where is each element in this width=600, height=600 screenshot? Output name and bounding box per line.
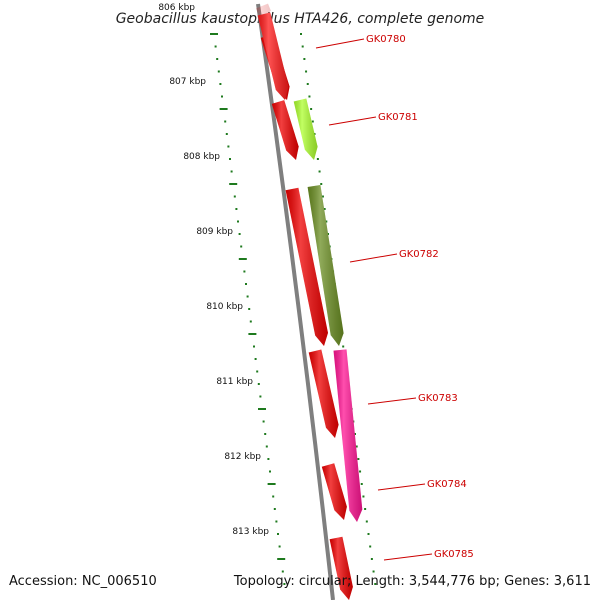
kbp-label: 808 kbp bbox=[183, 152, 220, 162]
leader-line bbox=[383, 553, 433, 561]
kbp-label: 813 kbp bbox=[232, 527, 269, 537]
leader-line bbox=[349, 253, 398, 263]
cds-arrow[interactable] bbox=[329, 536, 353, 600]
kbp-label: 807 kbp bbox=[169, 77, 206, 87]
gene-arrow-gk0783[interactable] bbox=[333, 349, 363, 522]
leader-line bbox=[328, 116, 377, 126]
leader-line bbox=[377, 483, 426, 491]
kbp-label: 806 kbp bbox=[158, 3, 195, 13]
gene-label-gk0780[interactable]: GK0780 bbox=[366, 34, 406, 45]
gene-label-gk0784[interactable]: GK0784 bbox=[427, 479, 467, 490]
kbp-scale: 806 kbp 807 kbp 808 kbp 809 kbp 810 kbp 811 k… bbox=[158, 3, 269, 537]
gene-arrow-gk0780[interactable] bbox=[257, 12, 289, 101]
kbp-label: 811 kbp bbox=[216, 377, 253, 387]
tick-track-left bbox=[210, 33, 286, 585]
kbp-label: 809 kbp bbox=[196, 227, 233, 237]
cds-arrow[interactable] bbox=[285, 187, 328, 346]
genome-summary-text: Topology: circular; Length: 3,544,776 bp… bbox=[233, 574, 591, 589]
gene-arrow-gk0781[interactable] bbox=[293, 98, 318, 161]
cds-arrow[interactable] bbox=[321, 463, 347, 520]
cds-arrow bbox=[256, 3, 271, 16]
gene-label-gk0783[interactable]: GK0783 bbox=[418, 393, 458, 404]
gene-label-gk0781[interactable]: GK0781 bbox=[378, 112, 418, 123]
gene-label-gk0785[interactable]: GK0785 bbox=[434, 549, 474, 560]
leader-line bbox=[367, 397, 417, 405]
kbp-label: 810 kbp bbox=[206, 302, 243, 312]
gene-track bbox=[257, 12, 363, 522]
kbp-label: 812 kbp bbox=[224, 452, 261, 462]
leader-line bbox=[315, 38, 365, 49]
gene-label-gk0782[interactable]: GK0782 bbox=[399, 249, 439, 260]
cds-arrow[interactable] bbox=[308, 349, 339, 439]
accession-text: Accession: NC_006510 bbox=[9, 574, 157, 589]
cds-arrow-faint[interactable] bbox=[256, 3, 271, 16]
map-title: Geobacillus kaustophilus HTA426, complet… bbox=[116, 11, 485, 27]
cds-arrow[interactable] bbox=[271, 100, 299, 160]
gene-labels[interactable]: GK0780 GK0781 GK0782 GK0783 GK0784 GK0785 bbox=[315, 34, 474, 561]
gene-arrow-gk0782[interactable] bbox=[307, 185, 344, 346]
genome-backbone bbox=[256, 3, 335, 600]
